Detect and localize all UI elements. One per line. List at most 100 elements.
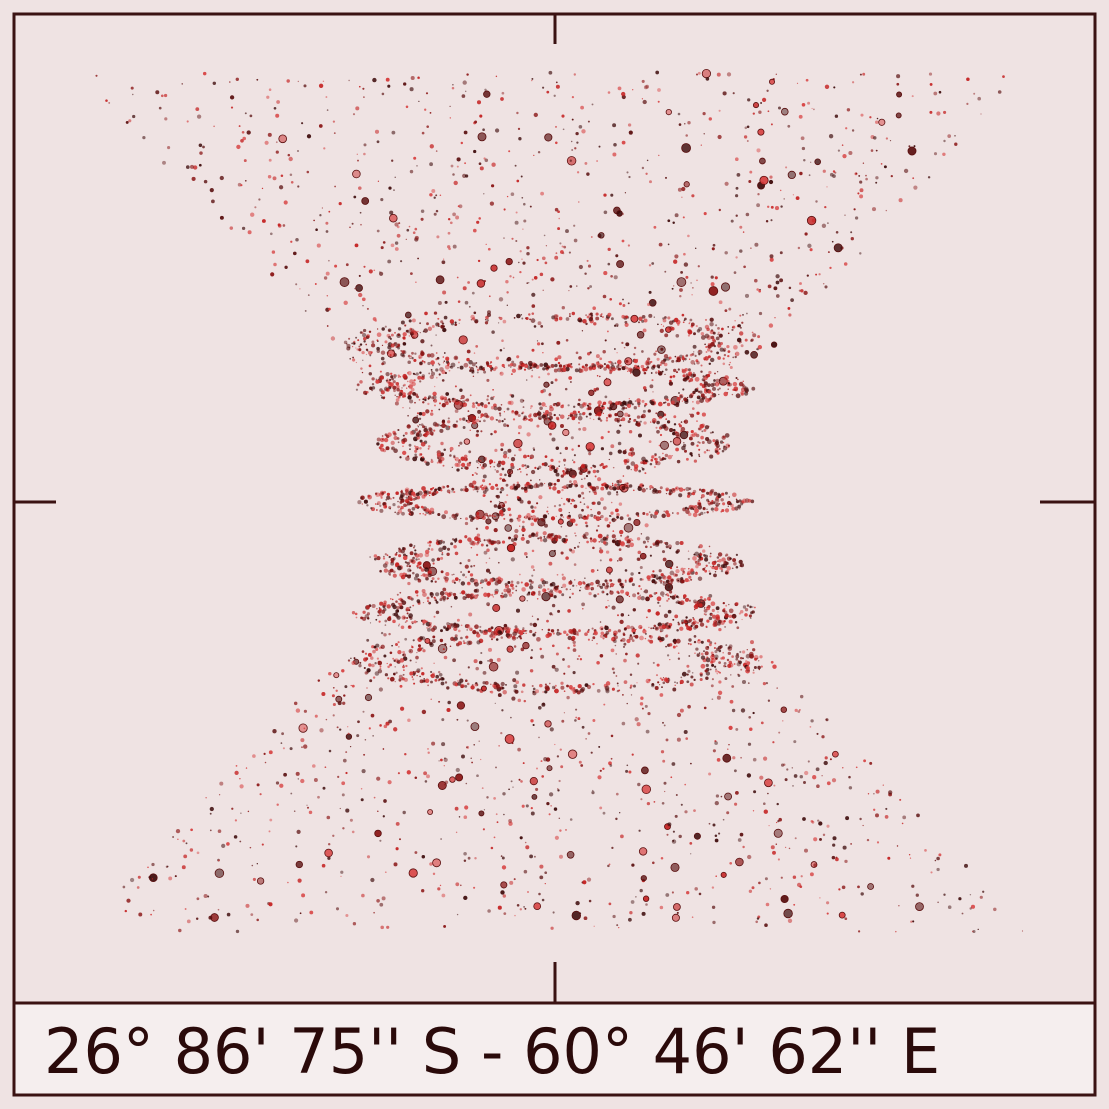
particle — [589, 313, 591, 316]
particle — [323, 276, 328, 280]
particle — [391, 159, 394, 162]
particle — [482, 494, 486, 498]
particle — [769, 175, 773, 179]
particle — [670, 400, 675, 405]
particle — [517, 698, 522, 703]
particle — [857, 885, 860, 889]
particle — [392, 496, 395, 499]
particle — [538, 495, 543, 500]
particle — [430, 458, 433, 461]
particle — [435, 209, 439, 213]
particle — [636, 537, 641, 541]
particle — [363, 753, 366, 756]
particle — [531, 549, 535, 553]
particle — [641, 314, 646, 319]
particle — [599, 654, 604, 658]
particle — [708, 117, 712, 121]
particle — [507, 581, 511, 584]
particle — [477, 259, 481, 263]
particle — [430, 487, 433, 491]
particle — [824, 205, 827, 209]
particle — [207, 895, 210, 898]
particle — [551, 603, 556, 608]
particle — [349, 745, 352, 748]
particle — [414, 553, 420, 558]
particle — [596, 569, 599, 571]
particle — [388, 186, 392, 190]
particle — [524, 907, 527, 910]
particle — [301, 893, 306, 898]
particle — [536, 767, 538, 770]
particle — [380, 631, 384, 635]
particle — [563, 464, 566, 466]
particle — [663, 510, 666, 513]
particle — [559, 517, 562, 520]
particle — [355, 106, 360, 111]
particle — [606, 584, 609, 588]
particle — [530, 405, 533, 408]
particle — [569, 580, 573, 585]
particle — [504, 500, 507, 504]
particle — [399, 838, 401, 841]
particle — [513, 684, 518, 689]
particle — [433, 429, 436, 432]
particle — [683, 443, 687, 448]
particle — [482, 368, 486, 371]
particle — [264, 761, 267, 764]
particle — [386, 495, 391, 500]
particle — [702, 112, 706, 116]
particle — [483, 592, 488, 598]
particle — [682, 378, 686, 382]
particle — [417, 257, 420, 260]
particle — [362, 304, 364, 307]
particle — [404, 325, 406, 327]
particle — [362, 710, 365, 713]
particle — [777, 106, 782, 110]
particle — [541, 402, 546, 407]
particle — [667, 219, 671, 223]
particle — [661, 457, 665, 461]
particle — [721, 383, 725, 386]
particle — [833, 86, 836, 89]
particle — [164, 117, 168, 121]
particle — [418, 558, 420, 560]
particle — [735, 553, 739, 557]
particle — [536, 598, 539, 600]
particle — [655, 70, 660, 75]
particle — [767, 284, 772, 289]
particle — [628, 486, 630, 489]
particle — [696, 621, 700, 624]
particle — [558, 465, 560, 467]
particle — [633, 346, 637, 350]
particle — [561, 245, 564, 248]
particle — [711, 560, 717, 566]
particle — [757, 193, 760, 196]
particle — [687, 704, 691, 709]
particle — [590, 466, 593, 469]
particle — [833, 243, 843, 253]
particle — [443, 576, 447, 580]
particle — [536, 467, 540, 470]
particle — [793, 774, 798, 778]
particle — [384, 505, 388, 508]
particle — [688, 655, 691, 657]
particle — [752, 102, 760, 109]
particle — [616, 515, 620, 519]
particle — [538, 706, 542, 710]
particle — [295, 860, 303, 869]
particle — [681, 621, 684, 625]
particle — [733, 344, 738, 350]
particle — [509, 366, 512, 368]
particle — [488, 557, 491, 560]
particle — [627, 420, 631, 424]
particle — [422, 601, 425, 604]
particle — [326, 109, 329, 111]
particle — [806, 274, 809, 277]
particle — [646, 575, 651, 580]
particle — [699, 553, 703, 556]
particle — [537, 584, 543, 589]
particle — [545, 580, 549, 585]
particle — [510, 524, 512, 527]
particle — [393, 862, 398, 867]
particle — [591, 103, 594, 106]
